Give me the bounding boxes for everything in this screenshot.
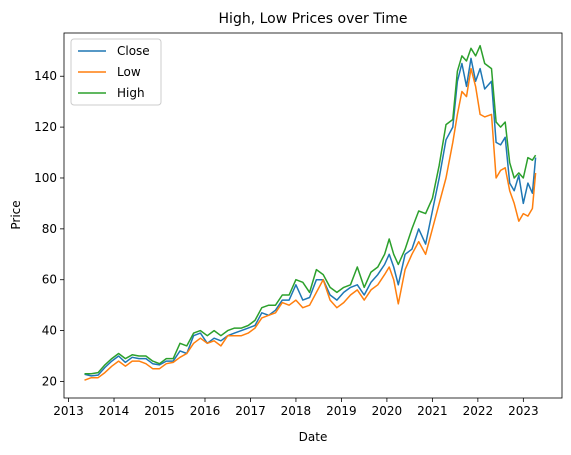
legend-label-close: Close <box>117 44 150 58</box>
y-tick-label: 100 <box>34 171 57 185</box>
x-tick-label: 2014 <box>99 404 130 418</box>
y-tick-label: 140 <box>34 69 57 83</box>
y-tick-label: 20 <box>42 374 57 388</box>
series-line-close <box>84 57 537 377</box>
y-axis-label: Price <box>9 200 23 229</box>
chart-title: High, Low Prices over Time <box>219 11 408 27</box>
x-tick-label: 2016 <box>190 404 221 418</box>
x-tick-label: 2013 <box>53 404 84 418</box>
x-tick-label: 2015 <box>144 404 175 418</box>
x-tick-label: 2020 <box>372 404 403 418</box>
x-axis: 2013 2014 2015 2016 2017 2018 2019 2020 2021 2022… <box>53 398 539 418</box>
y-tick-label: 80 <box>42 222 57 236</box>
x-tick-label: 2021 <box>417 404 448 418</box>
y-tick-label: 120 <box>34 120 57 134</box>
legend-label-high: High <box>117 86 145 100</box>
x-tick-label: 2023 <box>508 404 539 418</box>
x-tick-label: 2019 <box>326 404 357 418</box>
legend-box <box>70 38 162 106</box>
legend: Close Low High <box>70 38 162 106</box>
y-tick-label: 60 <box>42 273 57 287</box>
x-tick-label: 2017 <box>235 404 266 418</box>
y-axis: 20 40 60 80 100 120 140 <box>34 69 64 388</box>
series-line-high <box>84 44 537 375</box>
x-tick-label: 2018 <box>281 404 312 418</box>
legend-label-low: Low <box>117 65 141 79</box>
y-tick-label: 40 <box>42 324 57 338</box>
x-tick-label: 2022 <box>463 404 494 418</box>
plot-frame <box>63 32 563 399</box>
x-axis-label: Date <box>299 430 328 444</box>
plot-lines <box>84 44 537 381</box>
series-line-low <box>84 67 537 381</box>
